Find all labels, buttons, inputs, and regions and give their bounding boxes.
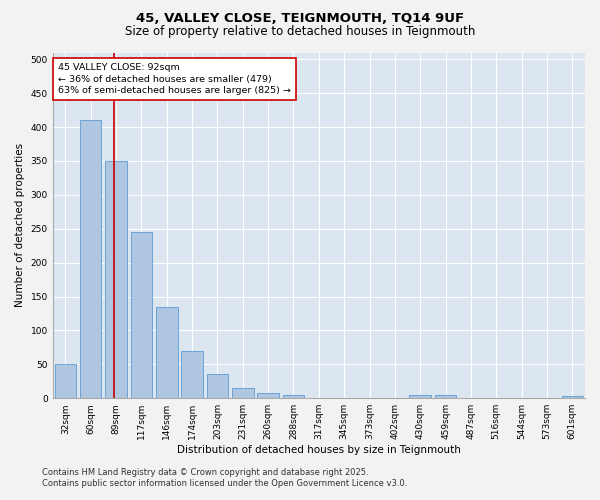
Bar [435, 395, 457, 398]
Bar [562, 396, 583, 398]
Bar [257, 394, 279, 398]
Bar [80, 120, 101, 398]
X-axis label: Distribution of detached houses by size in Teignmouth: Distribution of detached houses by size … [177, 445, 461, 455]
Bar [131, 232, 152, 398]
Text: Contains HM Land Registry data © Crown copyright and database right 2025.
Contai: Contains HM Land Registry data © Crown c… [42, 468, 407, 487]
Bar [232, 388, 254, 398]
Bar [206, 374, 228, 398]
Text: 45 VALLEY CLOSE: 92sqm
← 36% of detached houses are smaller (479)
63% of semi-de: 45 VALLEY CLOSE: 92sqm ← 36% of detached… [58, 63, 291, 96]
Bar [181, 351, 203, 398]
Bar [409, 395, 431, 398]
Text: Size of property relative to detached houses in Teignmouth: Size of property relative to detached ho… [125, 25, 475, 38]
Bar [55, 364, 76, 398]
Y-axis label: Number of detached properties: Number of detached properties [15, 144, 25, 308]
Text: 45, VALLEY CLOSE, TEIGNMOUTH, TQ14 9UF: 45, VALLEY CLOSE, TEIGNMOUTH, TQ14 9UF [136, 12, 464, 26]
Bar [156, 306, 178, 398]
Bar [283, 395, 304, 398]
Bar [105, 161, 127, 398]
